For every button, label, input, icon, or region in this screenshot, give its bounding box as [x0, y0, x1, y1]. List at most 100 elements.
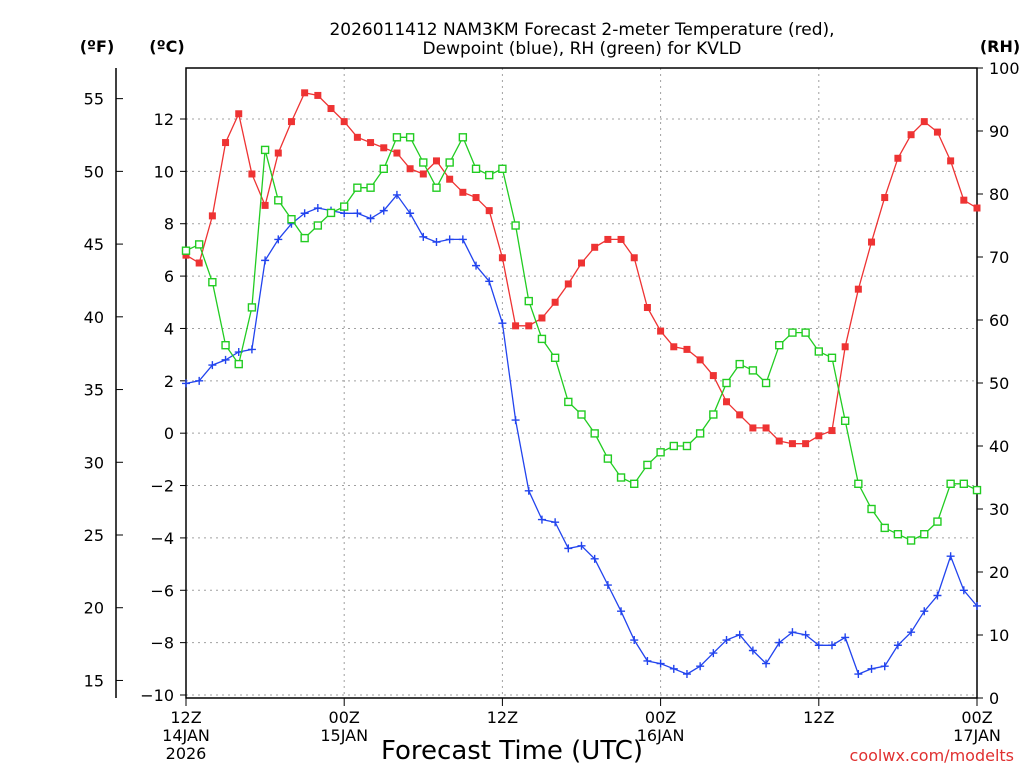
rh-point	[801, 328, 810, 337]
rh-point	[485, 170, 494, 180]
rh-point	[946, 479, 955, 488]
celsius-tick-label: −6	[150, 581, 174, 600]
fahrenheit-tick-label: 50	[84, 162, 104, 181]
date-tick-label: 14JAN	[162, 726, 210, 745]
2-meter-temperature-point	[406, 165, 414, 173]
rh-point	[814, 347, 823, 356]
time-tick-label: 00Z	[329, 708, 360, 727]
gridlines	[186, 68, 977, 698]
credit-text: coolwx.com/modelts	[850, 746, 1014, 765]
rh-tick-label: 20	[989, 563, 1009, 582]
celsius-tick-label: 4	[164, 319, 174, 338]
rh-point	[959, 479, 969, 488]
dewpoint-point	[959, 586, 968, 595]
2-meter-temperature-point	[973, 204, 981, 212]
dewpoint-point	[195, 376, 204, 385]
date-tick-label: 17JAN	[953, 726, 1001, 745]
2-meter-temperature-point	[775, 437, 783, 445]
dewpoint-point	[933, 591, 942, 600]
dewpoint-point	[485, 277, 494, 286]
2-meter-temperature-point	[564, 280, 572, 288]
dewpoint-point	[379, 206, 388, 215]
rh-tick-label: 90	[989, 122, 1009, 141]
dewpoint-point	[603, 581, 612, 590]
dewpoint-point	[313, 204, 322, 213]
dewpoint-point	[696, 662, 705, 671]
fahrenheit-tick-label: 15	[84, 671, 104, 690]
dewpoint-point	[643, 656, 652, 665]
celsius-tick-label: 10	[154, 162, 174, 181]
fahrenheit-tick-label: 45	[84, 235, 104, 254]
dewpoint-point	[274, 235, 283, 244]
x-axis-title: Forecast Time (UTC)	[381, 736, 643, 766]
dewpoint-point	[920, 607, 929, 616]
rh-point	[260, 145, 270, 155]
axes: 121086420−2−4−6−8−1055504540353025201510…	[84, 59, 1020, 763]
2-meter-temperature-point	[881, 194, 889, 202]
2-meter-temperature-point	[617, 235, 625, 243]
dewpoint-point	[524, 486, 533, 495]
2-meter-temperature-point	[591, 243, 599, 251]
rh-point	[840, 416, 850, 425]
2-meter-temperature-point	[327, 105, 335, 113]
rh-point	[340, 202, 349, 211]
rh-point	[775, 341, 784, 350]
dewpoint-point	[709, 649, 718, 658]
rh-point	[735, 359, 744, 369]
dewpoint-point	[617, 607, 626, 616]
rh-point	[669, 441, 678, 451]
celsius-tick-label: 8	[164, 215, 174, 234]
2-meter-temperature-point	[419, 170, 427, 178]
dewpoint-point	[458, 235, 467, 244]
rh-point	[537, 334, 547, 344]
rh-point	[564, 397, 573, 407]
dewpoint-point	[419, 232, 428, 241]
rh-point	[550, 353, 560, 362]
2-meter-temperature-point	[432, 157, 440, 165]
2-meter-temperature-point	[314, 91, 322, 99]
dewpoint-point	[669, 664, 678, 673]
dewpoint-point	[551, 518, 560, 527]
dewpoint-point	[973, 601, 981, 610]
2-meter-temperature-point	[287, 118, 295, 126]
2-meter-temperature-point	[340, 118, 348, 126]
dewpoint-point	[946, 552, 955, 561]
rh-point	[498, 164, 507, 174]
rh-point	[247, 303, 257, 312]
fahrenheit-tick-label: 35	[84, 381, 104, 400]
dewpoint-point	[445, 235, 454, 244]
rh-point	[880, 523, 889, 533]
fahrenheit-tick-label: 25	[84, 526, 104, 545]
2-meter-temperature-point	[657, 327, 665, 335]
dewpoint-point	[353, 209, 362, 218]
dewpoint-point	[366, 214, 375, 223]
2-meter-temperature-point	[723, 398, 731, 406]
2-meter-temperature-point	[367, 139, 375, 147]
rh-point	[854, 479, 863, 488]
2-meter-temperature-point	[248, 170, 256, 178]
dewpoint-point	[762, 659, 771, 668]
fahrenheit-unit-label: (ºF)	[80, 37, 115, 56]
rh-tick-label: 10	[989, 626, 1009, 645]
time-tick-label: 00Z	[961, 708, 992, 727]
rh-unit-label: (RH)	[980, 37, 1020, 56]
dewpoint-point	[788, 628, 797, 637]
data-series	[181, 89, 982, 679]
rh-point	[471, 164, 481, 174]
2-meter-temperature-point	[512, 322, 520, 330]
chart-title-line-1: 2026011412 NAM3KM Forecast 2-meter Tempe…	[329, 20, 834, 40]
fahrenheit-tick-label: 55	[84, 90, 104, 109]
2-meter-temperature-point	[525, 322, 533, 330]
rh-point	[405, 133, 415, 142]
celsius-tick-label: 12	[154, 110, 174, 129]
rh-point	[392, 133, 402, 142]
2-meter-temperature-point	[353, 133, 361, 141]
2-meter-temperature-point	[894, 154, 902, 162]
rh-point	[313, 221, 323, 230]
rh-point	[419, 158, 428, 167]
dewpoint-point	[590, 554, 599, 563]
dewpoint-point	[300, 209, 309, 218]
rh-point	[933, 517, 942, 526]
2-meter-temperature-point	[841, 343, 849, 351]
2-meter-temperature-point	[274, 149, 282, 157]
